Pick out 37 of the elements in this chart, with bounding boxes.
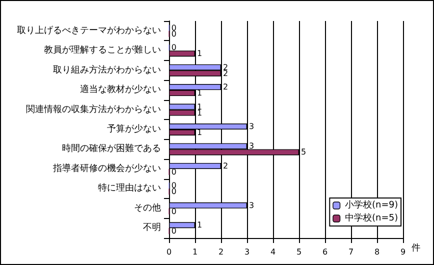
x-tick-label: 7 — [348, 248, 354, 256]
data-label: 0 — [171, 206, 176, 216]
y-tick-label: その他 — [134, 202, 161, 214]
x-tick-label: 1 — [192, 248, 198, 256]
y-tick-label: 指導者研修の機会が少ない — [52, 162, 161, 174]
y-tick-label: 取り上げるべきテーマがわからない — [17, 24, 161, 36]
data-label: 3 — [249, 122, 254, 131]
x-tick-label: 5 — [296, 248, 302, 256]
data-label: 0 — [171, 43, 176, 52]
legend-label: 中学校(n=5) — [345, 212, 398, 224]
y-tick-label: 予算が少ない — [107, 124, 161, 134]
x-tick-label: 4 — [270, 248, 276, 256]
x-tick-label: 0 — [166, 248, 172, 256]
data-label: 0 — [171, 187, 176, 196]
y-tick-label: 時間の確保が困難である — [62, 143, 161, 154]
y-tick-label: 取り組み方法がわからない — [53, 64, 161, 76]
y-tick-label: 特に理由はない — [98, 182, 161, 194]
data-label: 3 — [249, 200, 254, 210]
x-tick-label: 2 — [218, 248, 224, 256]
data-label: 5 — [301, 148, 306, 157]
y-tick-label: 教員が理解することが難しい — [44, 44, 161, 56]
data-label: 1 — [197, 220, 202, 230]
x-axis-title: 件 — [411, 242, 420, 254]
x-tick-label: 8 — [374, 248, 380, 256]
data-label: 1 — [197, 49, 202, 58]
data-label: 2 — [223, 82, 228, 92]
data-label: 3 — [249, 142, 254, 151]
data-label: 2 — [223, 68, 228, 78]
x-tick-label: 9 — [400, 248, 406, 256]
x-tick-label: 6 — [322, 248, 328, 256]
y-tick-label: 関連情報の収集方法がわからない — [26, 104, 161, 115]
legend-label: 小学校(n=9) — [345, 200, 398, 210]
x-tick-label: 3 — [244, 248, 250, 256]
y-tick-label: 不明 — [143, 222, 161, 234]
y-tick-label: 適当な教材が少ない — [80, 84, 161, 96]
data-label: 1 — [197, 108, 202, 118]
data-label: 2 — [223, 161, 228, 170]
